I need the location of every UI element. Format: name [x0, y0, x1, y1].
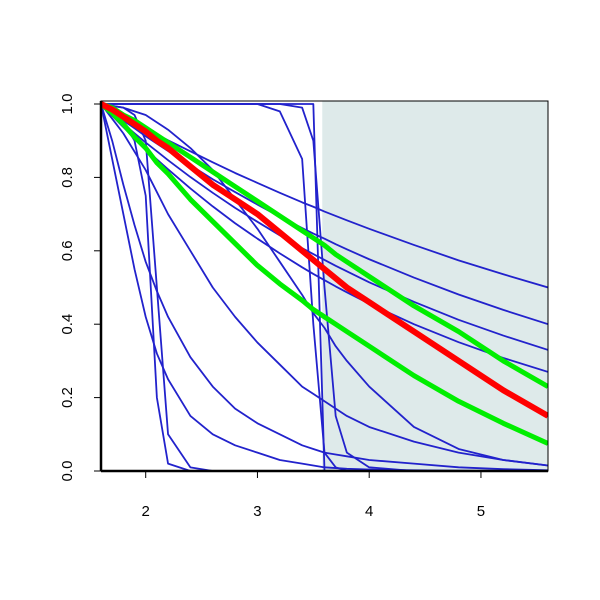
line-series — [101, 103, 548, 471]
line-series — [101, 101, 548, 419]
y-tick-label: 0.4 — [59, 314, 76, 335]
x-tick-label: 5 — [477, 503, 485, 520]
plot-area — [101, 101, 548, 471]
x-tick-label: 2 — [142, 503, 150, 520]
shaded-region — [322, 101, 548, 471]
line-series — [101, 102, 548, 446]
line-series — [101, 103, 548, 467]
line-series — [101, 103, 548, 471]
y-tick-label: 0.8 — [59, 167, 76, 188]
y-tick-label: 0.6 — [59, 240, 76, 261]
line-series — [101, 103, 548, 467]
line-series — [101, 103, 548, 471]
x-tick-label: 3 — [253, 503, 261, 520]
line-series — [101, 101, 548, 389]
y-tick-label: 0.2 — [59, 387, 76, 408]
y-tick-label: 1.0 — [59, 94, 76, 115]
y-tick-label: 0.0 — [59, 461, 76, 482]
x-tick-label: 4 — [365, 503, 373, 520]
